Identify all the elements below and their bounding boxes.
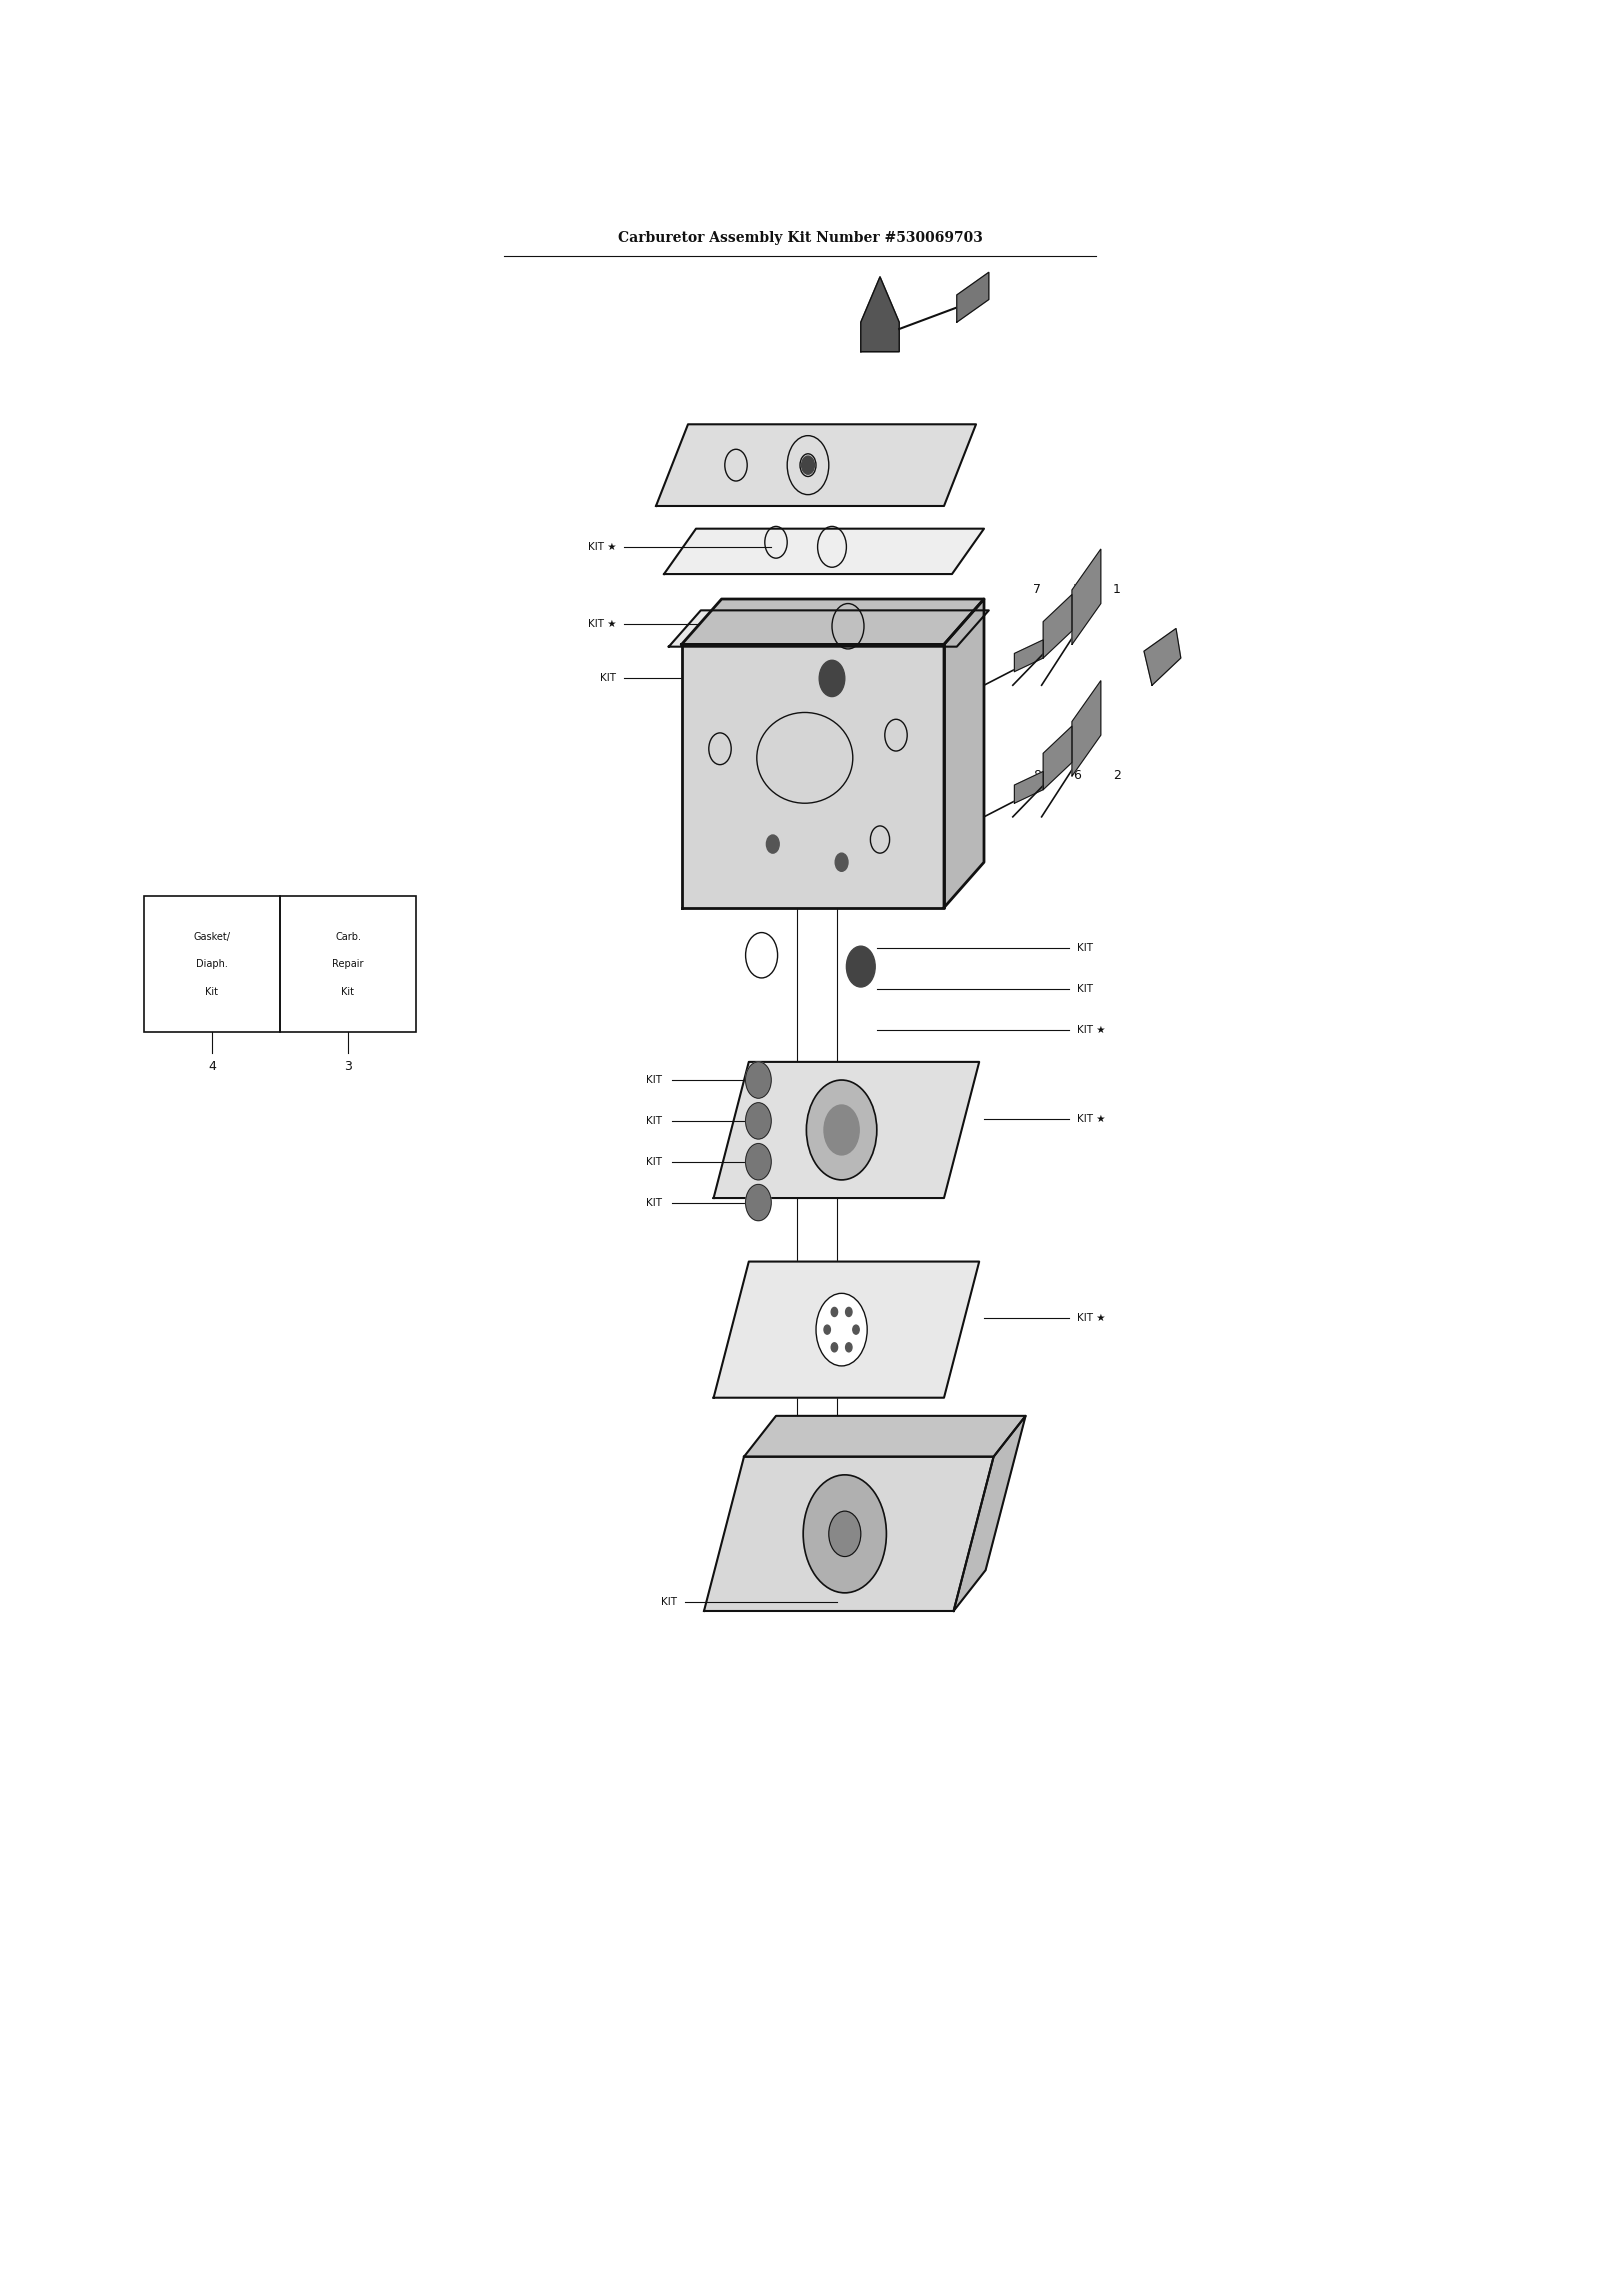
Text: KIT: KIT bbox=[600, 674, 616, 683]
Circle shape bbox=[746, 1103, 771, 1139]
Circle shape bbox=[746, 1184, 771, 1221]
Polygon shape bbox=[1014, 640, 1043, 672]
Polygon shape bbox=[656, 424, 976, 506]
Bar bbox=[144, 896, 280, 1032]
Circle shape bbox=[816, 1293, 867, 1366]
Text: KIT: KIT bbox=[646, 1157, 662, 1166]
Text: KIT: KIT bbox=[646, 1076, 662, 1085]
Polygon shape bbox=[861, 277, 899, 352]
Polygon shape bbox=[714, 1262, 979, 1398]
Circle shape bbox=[846, 946, 875, 987]
Text: KIT: KIT bbox=[661, 1597, 677, 1606]
Text: 8: 8 bbox=[1034, 769, 1040, 783]
Polygon shape bbox=[944, 599, 984, 908]
Text: KIT ★: KIT ★ bbox=[1077, 1026, 1106, 1035]
Polygon shape bbox=[957, 272, 989, 322]
Polygon shape bbox=[1072, 549, 1101, 644]
Circle shape bbox=[802, 456, 814, 474]
Polygon shape bbox=[704, 1457, 994, 1611]
Polygon shape bbox=[744, 1416, 1026, 1457]
Text: 6: 6 bbox=[1074, 769, 1080, 783]
Bar bbox=[280, 896, 416, 1032]
Text: 3: 3 bbox=[344, 1060, 352, 1073]
Polygon shape bbox=[682, 644, 944, 908]
Text: Repair: Repair bbox=[333, 960, 363, 969]
Text: 7: 7 bbox=[1034, 583, 1040, 597]
Text: KIT ★: KIT ★ bbox=[587, 619, 616, 629]
Text: 1: 1 bbox=[1114, 583, 1120, 597]
Polygon shape bbox=[1144, 629, 1181, 685]
Text: Kit: Kit bbox=[341, 987, 355, 996]
Circle shape bbox=[835, 853, 848, 871]
Circle shape bbox=[803, 1475, 886, 1593]
Text: KIT: KIT bbox=[646, 1198, 662, 1207]
Polygon shape bbox=[664, 529, 984, 574]
Polygon shape bbox=[669, 610, 989, 647]
Polygon shape bbox=[1043, 594, 1072, 658]
Text: Carb.: Carb. bbox=[334, 933, 362, 942]
Circle shape bbox=[845, 1343, 851, 1352]
Circle shape bbox=[766, 835, 779, 853]
Circle shape bbox=[824, 1325, 830, 1334]
Text: Kit: Kit bbox=[205, 987, 219, 996]
Polygon shape bbox=[1043, 726, 1072, 790]
Circle shape bbox=[853, 1325, 859, 1334]
Polygon shape bbox=[714, 1062, 979, 1198]
Polygon shape bbox=[1072, 681, 1101, 776]
Text: Diaph.: Diaph. bbox=[197, 960, 227, 969]
Text: KIT ★: KIT ★ bbox=[1077, 1114, 1106, 1123]
Circle shape bbox=[832, 1307, 838, 1316]
Text: 5: 5 bbox=[1074, 583, 1082, 597]
Circle shape bbox=[806, 1080, 877, 1180]
Text: KIT: KIT bbox=[646, 1116, 662, 1125]
Text: 2: 2 bbox=[1114, 769, 1120, 783]
Circle shape bbox=[845, 1307, 851, 1316]
Circle shape bbox=[746, 1144, 771, 1180]
Circle shape bbox=[824, 1105, 859, 1155]
Text: Gasket/: Gasket/ bbox=[194, 933, 230, 942]
Circle shape bbox=[746, 1062, 771, 1098]
Text: KIT ★: KIT ★ bbox=[587, 542, 616, 551]
Text: 4: 4 bbox=[208, 1060, 216, 1073]
Text: KIT ★: KIT ★ bbox=[1077, 1314, 1106, 1323]
Polygon shape bbox=[682, 599, 984, 644]
Polygon shape bbox=[954, 1416, 1026, 1611]
Circle shape bbox=[819, 660, 845, 697]
Text: KIT: KIT bbox=[1077, 944, 1093, 953]
Circle shape bbox=[829, 1511, 861, 1557]
Circle shape bbox=[832, 1343, 838, 1352]
Text: KIT: KIT bbox=[1077, 985, 1093, 994]
Text: Carburetor Assembly Kit Number #530069703: Carburetor Assembly Kit Number #53006970… bbox=[618, 231, 982, 245]
Polygon shape bbox=[1014, 771, 1043, 803]
